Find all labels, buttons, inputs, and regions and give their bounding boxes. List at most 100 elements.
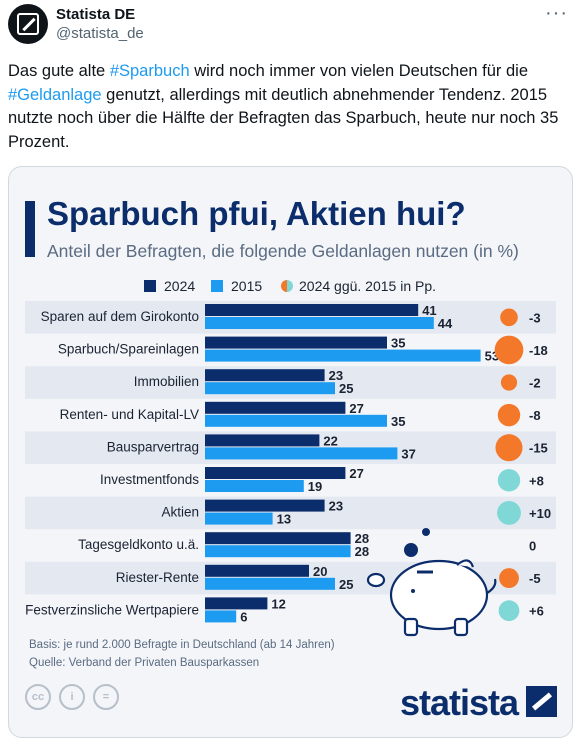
- no-derivatives-icon[interactable]: =: [93, 684, 119, 710]
- bar-2024: [205, 401, 346, 414]
- bar-2024: [205, 564, 309, 577]
- more-options-icon[interactable]: ···: [545, 2, 568, 24]
- bar-2015: [205, 349, 481, 362]
- tweet-text-part: wird noch immer von vielen Deutschen für…: [189, 62, 529, 80]
- change-value-label: -2: [529, 376, 541, 391]
- change-value-label: -5: [529, 571, 541, 586]
- infographic-image[interactable]: Sparbuch pfui, Aktien hui? Anteil der Be…: [8, 166, 573, 738]
- bar-value-label: 19: [308, 479, 322, 494]
- category-label: Sparbuch/Spareinlagen: [58, 342, 199, 357]
- bar-value-label: 25: [339, 577, 353, 592]
- legend-2024: 2024: [144, 278, 195, 294]
- bar-value-label: 23: [329, 499, 343, 514]
- bar-value-label: 23: [329, 368, 343, 383]
- bar-value-label: 12: [271, 596, 285, 611]
- statista-logo[interactable]: statista: [400, 682, 557, 724]
- creative-commons-icon[interactable]: cc: [25, 684, 51, 710]
- bar-value-label: 35: [391, 414, 405, 429]
- bar-value-label: 22: [323, 433, 337, 448]
- bar-value-label: 25: [339, 381, 353, 396]
- category-label: Tagesgeldkonto u.ä.: [78, 537, 199, 552]
- attribution-icon[interactable]: i: [59, 684, 85, 710]
- bar-value-label: 35: [391, 336, 405, 351]
- bar-2015: [205, 447, 398, 460]
- legend-swatch-2024: [144, 280, 156, 292]
- bar-2024: [205, 304, 419, 316]
- hashtag-link[interactable]: #Geldanlage: [8, 85, 102, 104]
- change-bubble: [498, 600, 520, 622]
- legend-2015: 2015: [211, 278, 262, 294]
- change-bubble: [497, 403, 521, 427]
- change-value-label: -15: [529, 441, 548, 456]
- source-note: Quelle: Verband der Privaten Bausparkass…: [29, 657, 260, 669]
- category-label: Investmentfonds: [100, 472, 199, 487]
- account-handle[interactable]: @statista_de: [56, 25, 144, 42]
- change-value-label: 0: [529, 539, 536, 554]
- category-label: Riester-Rente: [116, 570, 199, 585]
- bar-value-label: 37: [401, 446, 415, 461]
- change-value-label: +10: [529, 506, 551, 521]
- category-label: Bausparvertrag: [107, 439, 199, 454]
- bar-value-label: 28: [355, 531, 369, 546]
- change-bubble: [495, 434, 523, 462]
- category-label: Festverzinsliche Wertpapiere: [25, 602, 199, 617]
- bar-2015: [205, 480, 304, 492]
- bar-2015: [205, 512, 273, 525]
- piggy-bank-illustration: [366, 528, 497, 637]
- bar-2015: [205, 577, 335, 590]
- bar-value-label: 28: [355, 544, 369, 559]
- bar-2024: [205, 467, 346, 479]
- bar-2024: [205, 532, 351, 545]
- category-label: Aktien: [161, 505, 199, 520]
- category-label: Sparen auf dem Girokonto: [41, 309, 199, 324]
- bar-2024: [205, 499, 325, 512]
- chart-subtitle: Anteil der Befragten, die folgende Gelda…: [47, 241, 519, 261]
- change-bubble: [500, 308, 518, 327]
- category-label: Immobilien: [134, 374, 199, 389]
- change-bubble: [497, 500, 521, 525]
- bar-2015: [205, 610, 237, 623]
- bar-value-label: 44: [438, 316, 453, 331]
- title-accent-bar: [25, 201, 35, 257]
- bar-value-label: 6: [240, 609, 247, 624]
- avatar[interactable]: [8, 4, 48, 44]
- bar-2024: [205, 369, 325, 382]
- bar-value-label: 20: [313, 564, 327, 579]
- bar-value-label: 27: [349, 466, 363, 481]
- statista-mark-icon: [526, 686, 557, 717]
- change-value-label: +6: [529, 604, 544, 619]
- statista-logo-icon: [17, 13, 39, 35]
- bar-2015: [205, 382, 335, 395]
- legend-label-2024: 2024: [164, 278, 196, 294]
- legend-swatch-2015: [211, 280, 223, 292]
- legend-change: 2024 ggü. 2015 in Pp.: [281, 278, 436, 294]
- legend-label-change: 2024 ggü. 2015 in Pp.: [299, 278, 437, 294]
- change-value-label: -8: [529, 408, 541, 423]
- bar-2015: [205, 545, 351, 558]
- basis-note: Basis: je rund 2.000 Befragte in Deutsch…: [29, 639, 335, 651]
- tweet-text: Das gute alte #Sparbuch wird noch immer …: [8, 60, 574, 154]
- change-value-label: +8: [529, 473, 544, 488]
- change-value-label: -18: [529, 343, 548, 358]
- category-label: Renten- und Kapital-LV: [60, 407, 199, 422]
- bar-value-label: 41: [422, 303, 436, 318]
- bar-value-label: 13: [277, 512, 291, 527]
- change-bubble: [497, 469, 521, 492]
- change-bubble: [500, 374, 518, 391]
- legend-label-2015: 2015: [231, 278, 263, 294]
- change-bubble: [499, 568, 519, 589]
- legend-swatch-change: [281, 280, 293, 292]
- brand-name: statista: [399, 682, 519, 723]
- bar-2015: [205, 317, 434, 329]
- change-bubble: [494, 335, 524, 365]
- tweet-text-part: genutzt, allerdings mit deutlich abnehme…: [8, 85, 559, 151]
- bar-value-label: 27: [349, 401, 363, 416]
- hashtag-link[interactable]: #Sparbuch: [109, 62, 190, 80]
- bar-2024: [205, 434, 320, 447]
- tweet-text-part: Das gute alte: [8, 62, 110, 80]
- display-name[interactable]: Statista DE: [56, 6, 136, 23]
- change-value-label: -3: [529, 310, 541, 325]
- bar-2015: [205, 414, 387, 427]
- chart-title: Sparbuch pfui, Aktien hui?: [47, 195, 466, 232]
